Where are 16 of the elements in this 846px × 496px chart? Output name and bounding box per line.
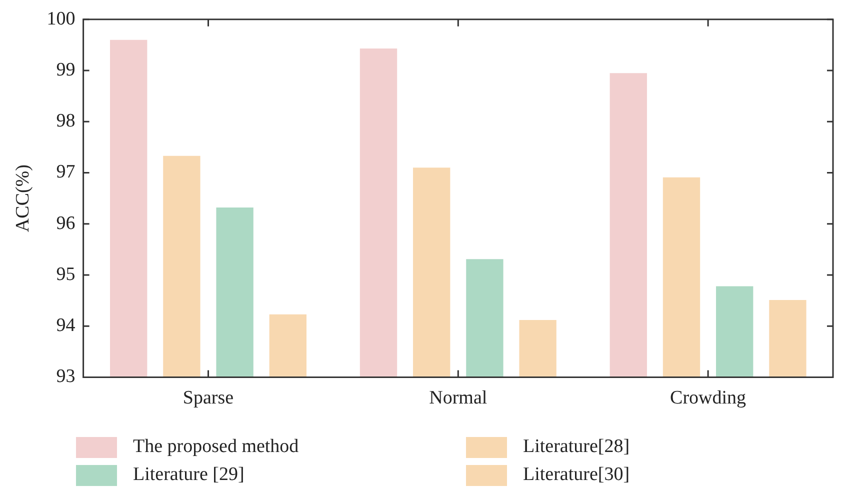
legend-label: Literature[28] [523, 436, 630, 458]
y-tick-label: 97 [56, 162, 76, 183]
legend-label: Literature [29] [133, 464, 244, 486]
y-tick-label: 98 [56, 110, 76, 132]
y-tick-label: 94 [56, 315, 76, 336]
y-tick-label: 99 [56, 60, 76, 80]
x-tick-label: Normal [429, 388, 488, 409]
y-tick-label: 95 [56, 264, 76, 285]
y-axis-title: ACC(%) [12, 164, 34, 232]
legend-label: Literature[30] [523, 464, 630, 486]
x-tick-label: Sparse [182, 388, 234, 409]
legend-label: The proposed method [133, 436, 299, 458]
y-tick-label: 96 [56, 212, 76, 234]
y-tick-label: 93 [56, 366, 76, 388]
y-tick-label: 100 [46, 8, 76, 30]
x-tick-label: Crowding [670, 388, 747, 409]
